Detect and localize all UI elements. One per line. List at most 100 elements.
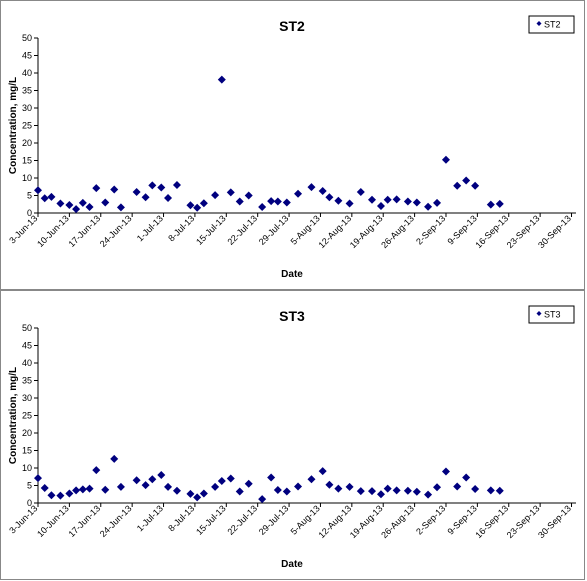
data-point <box>132 188 141 196</box>
data-point <box>217 75 226 84</box>
data-point <box>273 486 282 495</box>
y-tick-label: 15 <box>22 156 32 166</box>
data-point <box>148 181 157 190</box>
y-tick-label: 0 <box>27 498 32 508</box>
data-point <box>462 176 471 185</box>
data-point <box>47 491 56 500</box>
data-point <box>471 485 480 493</box>
data-point <box>72 486 81 495</box>
chart-title: ST2 <box>279 18 305 34</box>
data-point <box>294 189 303 198</box>
x-tick-label: 22-Jul-13 <box>225 213 259 247</box>
y-axis-label: Concentration, mg/L <box>8 367 19 464</box>
x-tick-label: 15-Jul-13 <box>194 213 228 247</box>
x-tick-label: 24-Jun-13 <box>98 503 134 539</box>
data-point <box>101 198 110 207</box>
x-tick-label: 17-Jun-13 <box>66 503 102 539</box>
data-point <box>325 480 334 489</box>
data-point <box>110 454 119 463</box>
data-point <box>101 485 110 494</box>
data-point <box>235 487 244 496</box>
x-tick-label: 8-Jul-13 <box>166 213 196 243</box>
x-tick-label: 23-Sep-13 <box>505 503 542 540</box>
y-tick-label: 5 <box>27 481 32 491</box>
data-point <box>78 485 87 494</box>
data-point <box>412 487 421 496</box>
data-point <box>92 184 101 193</box>
data-point <box>356 188 365 196</box>
data-point <box>148 475 157 484</box>
data-point <box>40 483 49 492</box>
data-point <box>486 486 495 495</box>
y-tick-label: 30 <box>22 103 32 113</box>
data-point <box>383 484 392 493</box>
data-point <box>334 484 343 493</box>
data-point <box>318 186 327 195</box>
data-point <box>193 493 202 502</box>
x-tick-label: 10-Jun-13 <box>35 503 71 539</box>
data-point <box>392 486 401 495</box>
data-point <box>78 198 87 207</box>
y-axis-label: Concentration, mg/L <box>8 77 19 174</box>
data-point <box>34 474 42 483</box>
data-point <box>172 181 181 189</box>
data-point <box>345 482 354 491</box>
data-point <box>495 199 504 208</box>
x-tick-label: 16-Sep-13 <box>473 213 510 250</box>
y-tick-label: 50 <box>22 323 32 333</box>
data-point <box>486 200 495 209</box>
x-tick-label: 3-Jun-13 <box>7 213 39 245</box>
y-tick-label: 50 <box>22 33 32 43</box>
x-tick-label: 26-Aug-13 <box>379 213 416 250</box>
x-tick-label: 29-Jul-13 <box>257 503 291 537</box>
x-tick-label: 2-Sep-13 <box>414 213 447 246</box>
y-tick-label: 35 <box>22 86 32 96</box>
data-point <box>244 191 253 200</box>
data-point <box>433 483 442 492</box>
data-point <box>186 489 195 498</box>
data-point <box>462 473 471 482</box>
data-point <box>307 475 316 484</box>
x-tick-label: 19-Aug-13 <box>348 213 385 250</box>
data-point <box>325 193 334 202</box>
y-tick-label: 10 <box>22 173 32 183</box>
chart-panel-st3: ST3 ST3 0 5 10 15 20 25 30 35 40 45 50 3-Jun-13 10-Jun… <box>0 290 585 580</box>
legend-marker <box>536 21 542 26</box>
x-tick-label: 12-Aug-13 <box>316 503 353 540</box>
data-point <box>318 467 327 476</box>
data-point <box>65 489 74 498</box>
y-tick-label: 35 <box>22 376 32 386</box>
data-point <box>471 181 480 190</box>
data-point <box>157 471 166 479</box>
data-point <box>199 199 208 208</box>
data-series <box>34 454 504 504</box>
data-point <box>47 192 56 201</box>
data-point <box>441 467 450 476</box>
data-series <box>34 75 504 214</box>
data-point <box>141 481 150 490</box>
y-tick-label: 45 <box>22 341 32 351</box>
data-point <box>273 197 282 206</box>
data-point <box>376 202 385 210</box>
data-point <box>65 200 74 209</box>
data-point <box>495 486 504 495</box>
chart-title: ST3 <box>279 308 305 324</box>
y-tick-label: 40 <box>22 358 32 368</box>
data-point <box>403 197 412 206</box>
data-point <box>441 155 450 164</box>
data-point <box>368 195 377 204</box>
data-point <box>132 476 141 485</box>
data-point <box>116 482 125 491</box>
data-point <box>40 194 49 203</box>
x-tick-label: 10-Jun-13 <box>35 213 71 249</box>
data-point <box>433 198 442 207</box>
legend: ST2 <box>528 15 575 34</box>
data-point <box>267 473 276 482</box>
data-point <box>56 199 65 208</box>
data-point <box>282 198 291 207</box>
data-point <box>211 482 220 491</box>
x-tick-label: 29-Jul-13 <box>257 213 291 247</box>
data-point <box>376 490 385 499</box>
data-point <box>424 202 433 211</box>
data-point <box>211 191 220 200</box>
